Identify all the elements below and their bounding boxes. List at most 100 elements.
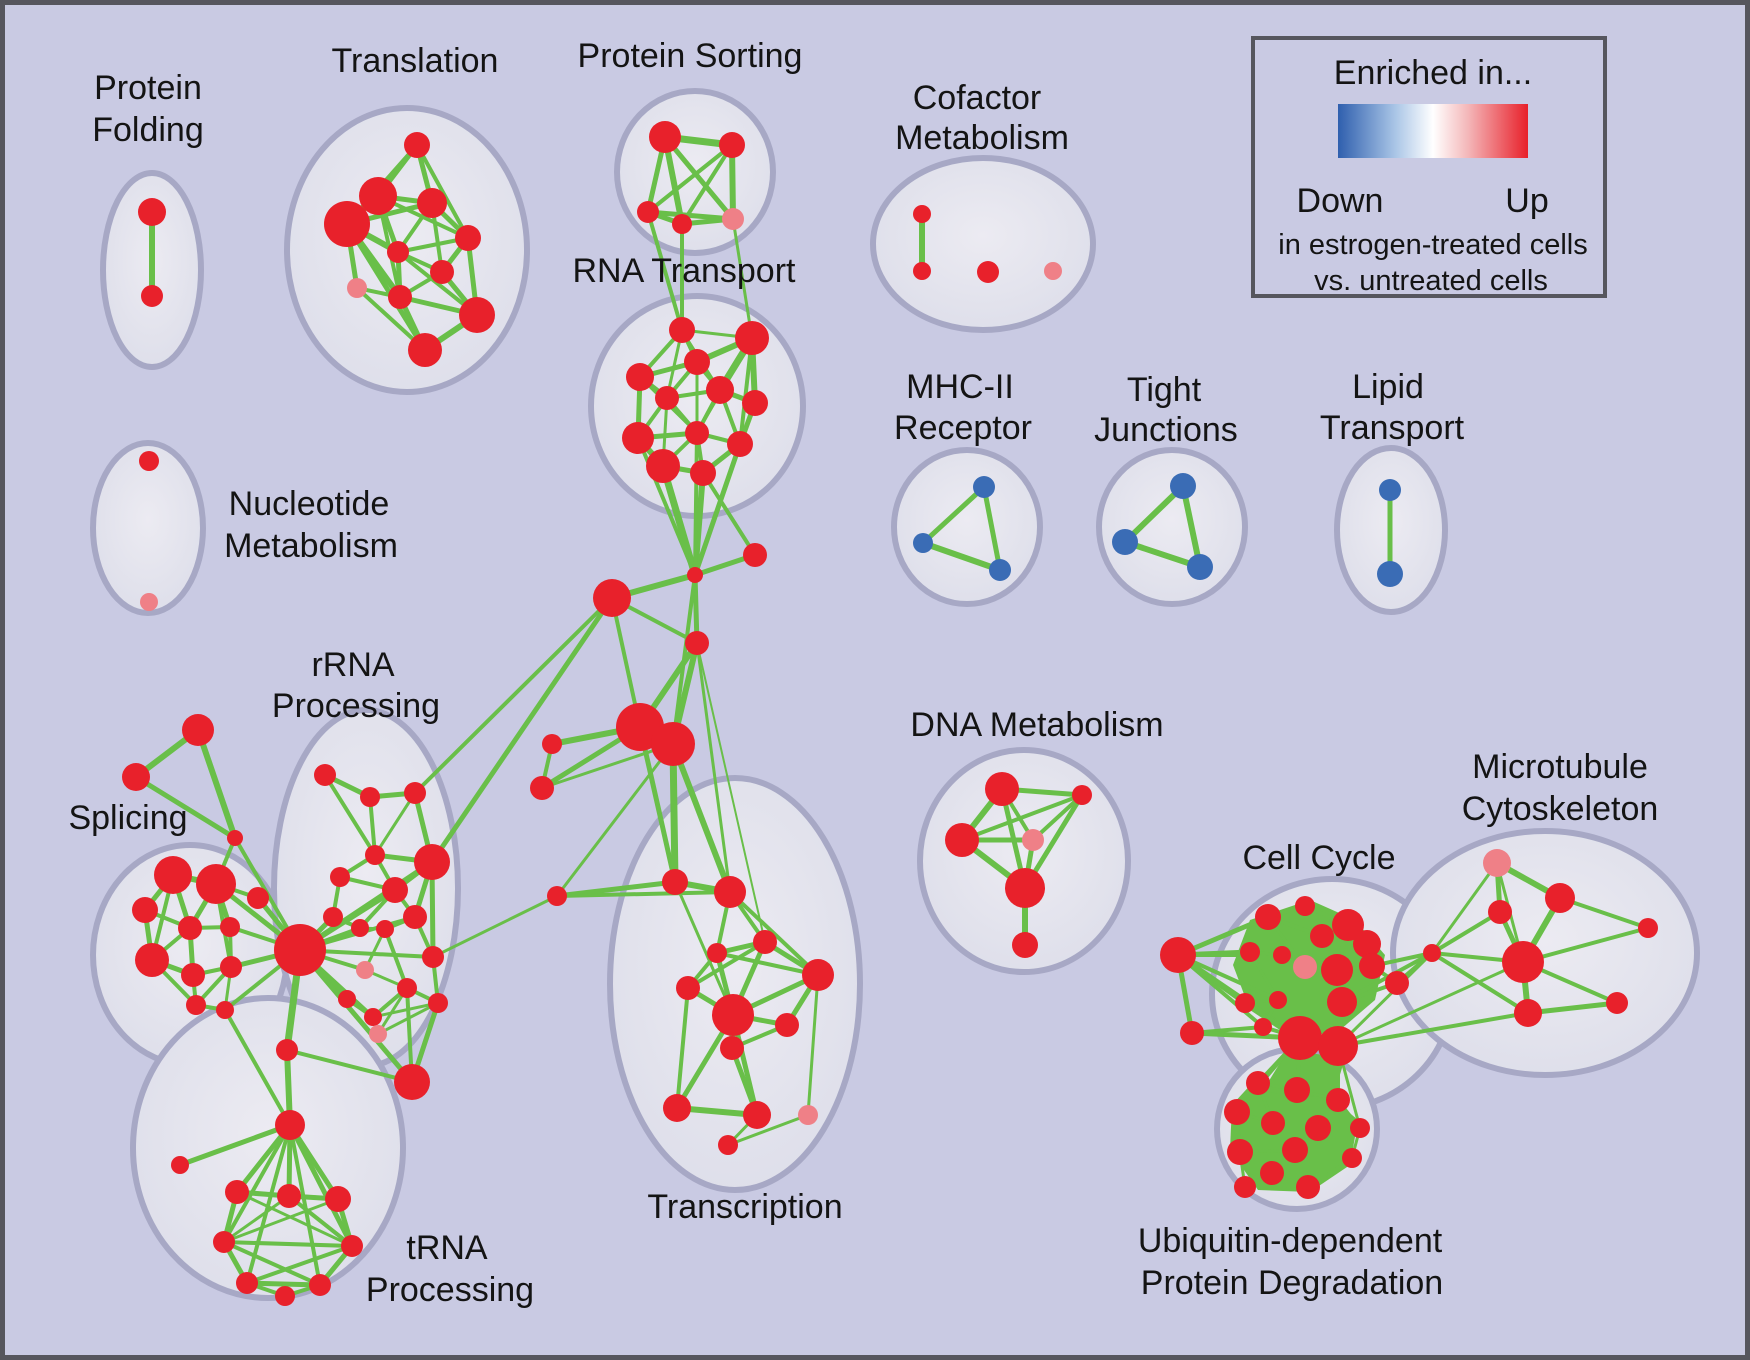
node-sp3 (132, 897, 158, 923)
node-cc3 (1332, 909, 1364, 941)
edge-tn2-tn5 (287, 1194, 354, 1248)
edge-tr5-tr12 (806, 973, 820, 1117)
node-sp6 (135, 943, 169, 977)
bubble-microtubule-cytoskeleton (1390, 828, 1700, 1078)
node-t6 (387, 241, 409, 263)
node-tn2 (277, 1184, 301, 1208)
edge-tr12-tr13 (726, 1113, 810, 1147)
node-h2 (651, 722, 695, 766)
node-tn6 (236, 1272, 258, 1294)
node-cc6 (1240, 942, 1260, 962)
node-r9 (323, 907, 343, 927)
edge-tn4-tn5 (222, 1240, 354, 1248)
node-u10 (1342, 1148, 1362, 1168)
edge-j2-tr3 (696, 642, 766, 943)
edge-ps2-ps4 (680, 143, 734, 226)
node-cc1 (1255, 904, 1281, 930)
node-d2 (1072, 785, 1092, 805)
node-sp7 (181, 963, 205, 987)
node-tr1 (662, 869, 688, 895)
node-rt2 (735, 321, 769, 355)
node-rt6 (655, 386, 679, 410)
node-t7 (430, 260, 454, 284)
node-b2 (913, 533, 933, 553)
cluster-label-trna-1: tRNA (406, 1229, 488, 1267)
legend-gradient-bar (1338, 104, 1528, 158)
cluster-label-protein-folding-2: Folding (92, 111, 204, 149)
node-sp1 (154, 856, 192, 894)
cluster-label-nucleotide-1: Nucleotide (229, 485, 390, 523)
node-pf1 (138, 198, 166, 226)
node-t5 (455, 225, 481, 251)
node-d5 (1005, 868, 1045, 908)
node-d6 (1012, 932, 1038, 958)
edge-rt9-j1 (693, 431, 699, 577)
node-tr2 (714, 876, 746, 908)
cluster-label-microtubule-1: Microtubule (1472, 748, 1648, 786)
edge-rt10-j1 (692, 441, 743, 578)
node-pf2 (141, 285, 163, 307)
node-j1 (687, 567, 703, 583)
node-r10 (351, 919, 369, 937)
node-tn5 (341, 1235, 363, 1257)
node-u3 (1326, 1088, 1350, 1112)
node-sc (227, 830, 243, 846)
edge-cl2-h2 (540, 742, 675, 790)
node-b3 (989, 559, 1011, 581)
cluster-label-rrna-1: rRNA (311, 646, 394, 684)
node-cf4 (1044, 262, 1062, 280)
node-cf3 (977, 261, 999, 283)
cluster-label-cofactor-1: Cofactor (913, 79, 1042, 117)
cluster-label-protein-sorting: Protein Sorting (578, 37, 803, 75)
node-tr13 (718, 1135, 738, 1155)
cluster-label-lipid-1: Lipid (1352, 368, 1424, 406)
edge-h1-tr1 (637, 724, 678, 885)
edge-cr1-rt12 (701, 471, 757, 557)
node-d4 (1022, 829, 1044, 851)
node-u9 (1282, 1137, 1308, 1163)
edge-d2-d4 (1031, 793, 1084, 842)
node-n1 (139, 451, 159, 471)
cluster-label-cell-cycle: Cell Cycle (1242, 839, 1395, 877)
node-r7 (382, 877, 408, 903)
edge-rx-tnu (285, 1048, 414, 1084)
edge-r1-r4 (323, 773, 377, 857)
edge-b1-b2 (920, 484, 987, 546)
edge-tn1-tn5 (235, 1190, 354, 1248)
node-tn3 (325, 1186, 351, 1212)
node-r3 (404, 782, 426, 804)
node-tnh (275, 1110, 305, 1140)
edge-b5-b6 (1122, 539, 1203, 570)
node-tnu (276, 1039, 298, 1061)
edge-tnh-tnl (177, 1122, 293, 1168)
node-rt8 (622, 422, 654, 454)
bubble-trna-processing (130, 995, 406, 1301)
node-b1 (973, 476, 995, 498)
node-r15 (364, 1008, 382, 1026)
legend-up-label: Up (1505, 182, 1548, 220)
node-cc12 (1269, 991, 1287, 1009)
node-m1 (1545, 883, 1575, 913)
node-tr9 (720, 1036, 744, 1060)
edge-mb-m5 (1521, 926, 1650, 964)
cluster-label-tight-2: Junctions (1094, 411, 1238, 449)
node-sp4 (178, 916, 202, 940)
node-tn7 (309, 1274, 331, 1296)
edge-ps5-rt2 (731, 217, 754, 340)
node-tr12 (798, 1105, 818, 1125)
node-tr8 (775, 1013, 799, 1037)
node-b7 (1379, 479, 1401, 501)
edge-sb-sc (133, 774, 238, 841)
node-r14 (338, 990, 356, 1008)
node-ps2 (719, 132, 745, 158)
node-cf2 (913, 262, 931, 280)
edge-t4-t11 (344, 221, 428, 353)
node-b8 (1377, 561, 1403, 587)
edge-j2-tr2 (695, 641, 732, 894)
legend-caption-line2: vs. untreated cells (1314, 265, 1548, 297)
node-cc8 (1293, 955, 1317, 979)
node-rt12 (690, 460, 716, 486)
node-cc7 (1273, 946, 1291, 964)
node-r1 (314, 764, 336, 786)
